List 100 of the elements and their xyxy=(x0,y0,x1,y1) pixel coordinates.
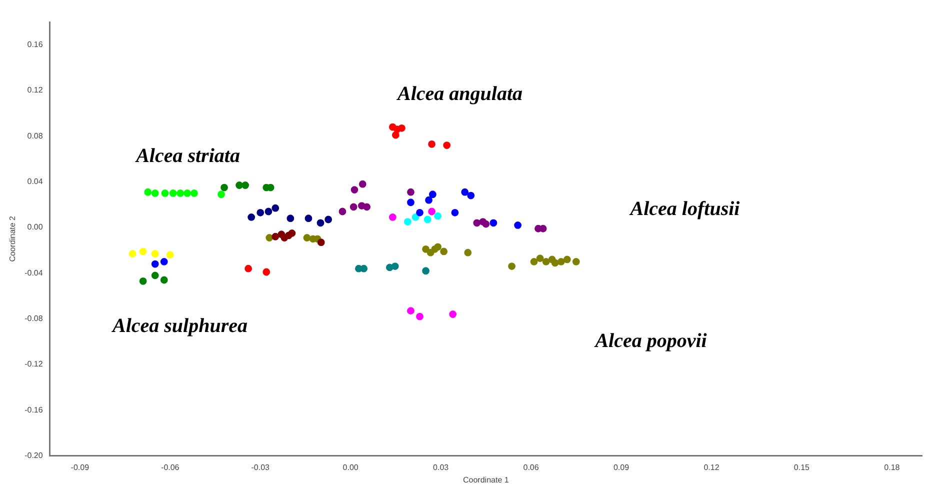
y-tick-label: 0.04 xyxy=(27,177,44,186)
x-tick-label: 0.09 xyxy=(613,462,630,472)
y-tick-label: -0.20 xyxy=(24,451,44,460)
point xyxy=(139,248,147,256)
point xyxy=(422,245,430,253)
x-tick-label: 0.15 xyxy=(794,462,810,472)
point xyxy=(169,190,177,197)
point xyxy=(338,208,346,216)
point xyxy=(542,258,550,266)
point xyxy=(244,264,252,272)
point xyxy=(304,214,312,222)
point xyxy=(443,142,451,149)
y-tick-label: 0.00 xyxy=(27,222,44,232)
point xyxy=(434,212,442,220)
point xyxy=(536,254,544,262)
point xyxy=(190,190,198,197)
point xyxy=(428,190,436,198)
point xyxy=(572,258,580,266)
point xyxy=(160,258,168,266)
x-tick-label: 0.12 xyxy=(704,462,720,472)
point xyxy=(530,258,538,266)
x-tick-label: 0.18 xyxy=(884,462,900,472)
point xyxy=(160,276,168,284)
point xyxy=(464,248,472,256)
point xyxy=(404,218,412,226)
annotation: Alcea sulphurea xyxy=(110,315,248,338)
y-tick-label: 0.12 xyxy=(27,86,44,95)
y-axis-title: Coordinate 2 xyxy=(8,215,18,262)
point xyxy=(151,260,159,268)
point xyxy=(440,248,448,256)
point xyxy=(144,188,152,196)
x-tick-label: -0.03 xyxy=(251,462,270,472)
y-tick-label: 0.16 xyxy=(27,40,44,50)
point xyxy=(139,277,147,285)
point xyxy=(490,219,498,227)
annotation: Alcea popovii xyxy=(593,330,708,352)
point xyxy=(272,232,280,240)
x-tick-label: -0.09 xyxy=(70,462,90,472)
point xyxy=(467,192,475,200)
point xyxy=(256,208,264,216)
point xyxy=(303,234,311,242)
point xyxy=(262,268,270,276)
point xyxy=(317,238,325,246)
point xyxy=(272,204,280,212)
point xyxy=(242,182,250,189)
point xyxy=(428,208,436,216)
point xyxy=(151,190,159,197)
y-tick-label: -0.16 xyxy=(24,405,44,414)
point xyxy=(151,250,159,258)
point xyxy=(407,188,414,196)
point xyxy=(473,219,481,227)
x-tick-label: 0.00 xyxy=(342,462,359,472)
point xyxy=(264,208,272,216)
point xyxy=(508,262,516,270)
point xyxy=(416,208,424,216)
point xyxy=(514,222,522,229)
point xyxy=(184,190,191,197)
point xyxy=(407,307,414,315)
point xyxy=(363,203,371,211)
point xyxy=(428,140,436,148)
point xyxy=(422,267,430,275)
point xyxy=(424,216,432,224)
annotation: Alcea angulata xyxy=(395,83,523,106)
y-tick-label: -0.12 xyxy=(24,360,44,369)
x-tick-label: 0.03 xyxy=(433,462,450,472)
point xyxy=(220,184,228,192)
annotation: Alcea striata xyxy=(134,145,240,168)
point xyxy=(449,310,457,318)
point xyxy=(128,250,136,258)
point xyxy=(286,214,294,222)
point xyxy=(434,243,442,251)
point xyxy=(425,196,432,204)
y-tick-label: -0.04 xyxy=(24,268,44,278)
point xyxy=(166,251,174,259)
point xyxy=(151,272,159,280)
point xyxy=(324,216,332,224)
x-tick-label: -0.06 xyxy=(161,462,180,472)
point xyxy=(398,124,406,132)
point xyxy=(451,208,459,216)
point xyxy=(391,262,399,270)
y-tick-label: 0.08 xyxy=(27,131,44,140)
annotation: Alcea loftusii xyxy=(628,198,740,220)
point xyxy=(416,312,424,320)
point xyxy=(248,214,256,221)
point xyxy=(388,214,396,221)
point xyxy=(316,219,324,227)
point xyxy=(218,190,225,198)
point xyxy=(563,256,571,264)
y-tick-label: -0.08 xyxy=(24,314,44,324)
point xyxy=(266,234,274,242)
point xyxy=(557,258,565,266)
point xyxy=(358,180,366,188)
point xyxy=(360,264,368,272)
point xyxy=(350,186,358,194)
point xyxy=(176,190,184,197)
x-axis-title: Coordinate 1 xyxy=(463,475,510,484)
point xyxy=(461,188,469,196)
point xyxy=(412,214,420,221)
point xyxy=(161,190,169,197)
point xyxy=(236,182,244,189)
